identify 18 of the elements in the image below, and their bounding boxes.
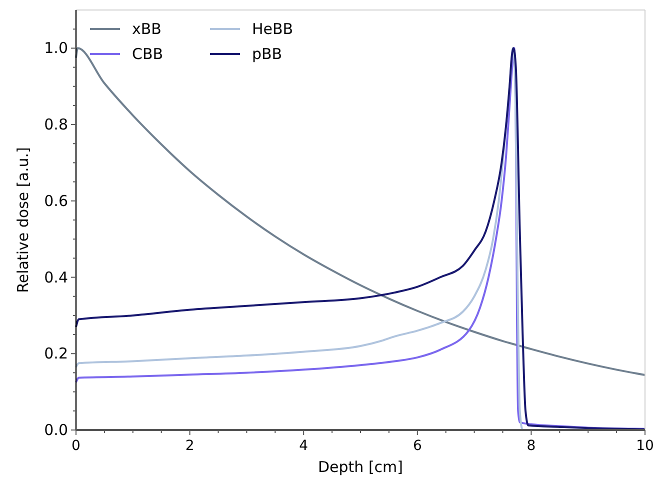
- x-tick-label: 4: [299, 438, 308, 454]
- legend-label: xBB: [132, 20, 162, 38]
- x-tick-label: 8: [526, 438, 536, 454]
- y-tick-label: 1.0: [44, 39, 68, 58]
- y-tick-label: 0.4: [44, 268, 68, 286]
- x-axis-title: Depth [cm]: [318, 458, 404, 476]
- legend-label: pBB: [252, 45, 282, 63]
- y-axis-title: Relative dose [a.u.]: [14, 147, 32, 293]
- y-tick-label: 0.6: [44, 192, 68, 210]
- x-tick-label: 6: [412, 438, 422, 454]
- y-tick-label: 0.0: [44, 421, 68, 439]
- x-tick-label: 2: [185, 438, 194, 454]
- y-tick-label: 0.2: [44, 344, 68, 363]
- x-tick-label: 0: [72, 438, 80, 454]
- y-tick-label: 0.8: [44, 116, 68, 134]
- x-tick-label: 10: [636, 438, 654, 454]
- legend-label: CBB: [132, 45, 164, 63]
- legend-label: HeBB: [252, 20, 294, 38]
